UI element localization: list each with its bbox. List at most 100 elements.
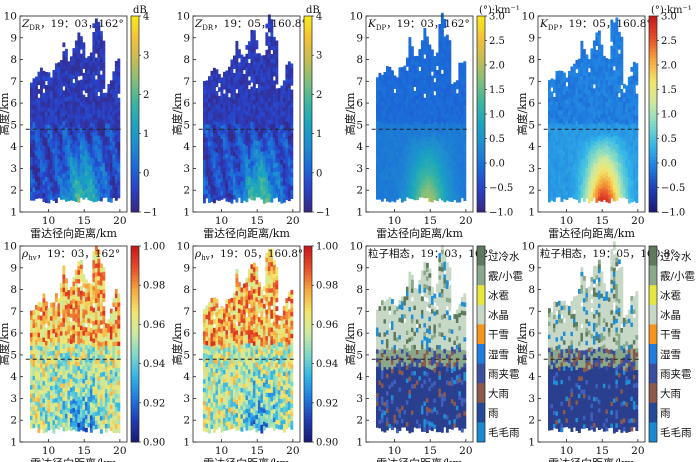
data-cell xyxy=(245,123,249,129)
data-cell xyxy=(62,55,66,61)
data-cell xyxy=(267,75,271,81)
data-cell xyxy=(87,191,91,196)
data-cell xyxy=(615,165,619,171)
data-cell xyxy=(267,45,271,50)
data-cell xyxy=(232,112,236,117)
data-cell xyxy=(567,75,571,81)
data-cell xyxy=(458,132,462,138)
data-cell xyxy=(117,80,121,86)
data-cell xyxy=(440,21,444,27)
colorbar-segment xyxy=(131,87,139,92)
data-cell xyxy=(94,92,98,98)
data-cell xyxy=(552,149,556,154)
data-cell xyxy=(390,92,394,97)
data-cell xyxy=(39,172,43,177)
data-cell xyxy=(109,189,113,194)
data-cell xyxy=(440,99,444,105)
data-cell xyxy=(463,122,467,127)
colorbar-segment xyxy=(304,127,312,131)
data-cell xyxy=(567,127,571,133)
data-cell xyxy=(390,170,394,176)
data-cell xyxy=(627,115,631,121)
data-cell xyxy=(117,75,121,81)
data-cell xyxy=(59,107,63,113)
data-cell xyxy=(560,171,564,176)
data-cell xyxy=(39,106,43,112)
data-cell xyxy=(282,106,286,112)
data-cell xyxy=(255,192,259,198)
data-cell xyxy=(290,150,294,156)
data-cell xyxy=(260,146,264,152)
data-cell xyxy=(277,131,281,137)
data-cell xyxy=(42,127,46,133)
data-cell xyxy=(39,193,43,199)
data-cell xyxy=(72,130,76,136)
data-cell xyxy=(84,62,88,67)
data-cell xyxy=(565,108,569,113)
data-cell xyxy=(262,124,266,130)
data-cell xyxy=(44,93,48,99)
data-cell xyxy=(443,79,447,85)
data-cell xyxy=(97,43,101,49)
data-cell xyxy=(380,83,384,89)
data-cell xyxy=(403,104,407,110)
data-cell xyxy=(280,181,284,187)
data-cell xyxy=(565,90,569,96)
data-cell xyxy=(620,89,624,94)
data-cell xyxy=(74,40,78,46)
data-cell xyxy=(592,79,596,85)
data-cell xyxy=(435,170,439,175)
data-cell xyxy=(82,181,86,187)
data-cell xyxy=(265,84,269,90)
data-cell xyxy=(440,30,444,36)
data-cell xyxy=(69,91,73,96)
data-cell xyxy=(205,154,209,160)
data-cell xyxy=(557,140,561,145)
data-cell xyxy=(438,180,442,186)
data-cell xyxy=(222,115,226,121)
data-cell xyxy=(425,162,429,168)
data-cell xyxy=(403,74,407,80)
data-cell xyxy=(438,58,442,64)
data-cell xyxy=(438,41,442,47)
data-cell xyxy=(247,119,251,125)
data-cell xyxy=(240,193,244,199)
data-cell xyxy=(270,123,274,129)
data-cell xyxy=(290,107,294,112)
data-cell xyxy=(89,65,93,71)
data-cell xyxy=(39,124,43,129)
data-cell xyxy=(395,173,399,178)
data-cell xyxy=(262,168,266,174)
data-cell xyxy=(74,144,78,150)
data-cell xyxy=(455,97,459,103)
data-cell xyxy=(255,114,259,120)
data-cell xyxy=(205,167,209,173)
data-cell xyxy=(112,132,116,138)
data-cell xyxy=(227,188,231,194)
data-cell xyxy=(44,132,48,138)
data-cell xyxy=(260,190,264,196)
data-cell xyxy=(79,175,83,181)
data-cell xyxy=(555,188,559,194)
data-cell xyxy=(617,136,621,142)
data-cell xyxy=(287,157,291,162)
data-cell xyxy=(84,131,88,137)
data-cell xyxy=(552,118,556,124)
data-cell xyxy=(52,196,56,202)
data-cell xyxy=(403,139,407,145)
data-cell xyxy=(590,144,594,149)
data-cell xyxy=(607,102,611,108)
data-cell xyxy=(375,90,379,96)
data-cell xyxy=(460,141,464,146)
data-cell xyxy=(39,98,43,103)
data-cell xyxy=(74,101,78,107)
data-cell xyxy=(54,172,58,177)
data-cell xyxy=(550,121,554,127)
data-cell xyxy=(455,197,459,203)
data-cell xyxy=(557,79,561,85)
data-cell xyxy=(87,121,91,127)
x-tick-label: 20 xyxy=(286,215,299,227)
data-cell xyxy=(247,80,251,86)
data-cell xyxy=(215,73,219,79)
data-cell xyxy=(267,53,271,59)
